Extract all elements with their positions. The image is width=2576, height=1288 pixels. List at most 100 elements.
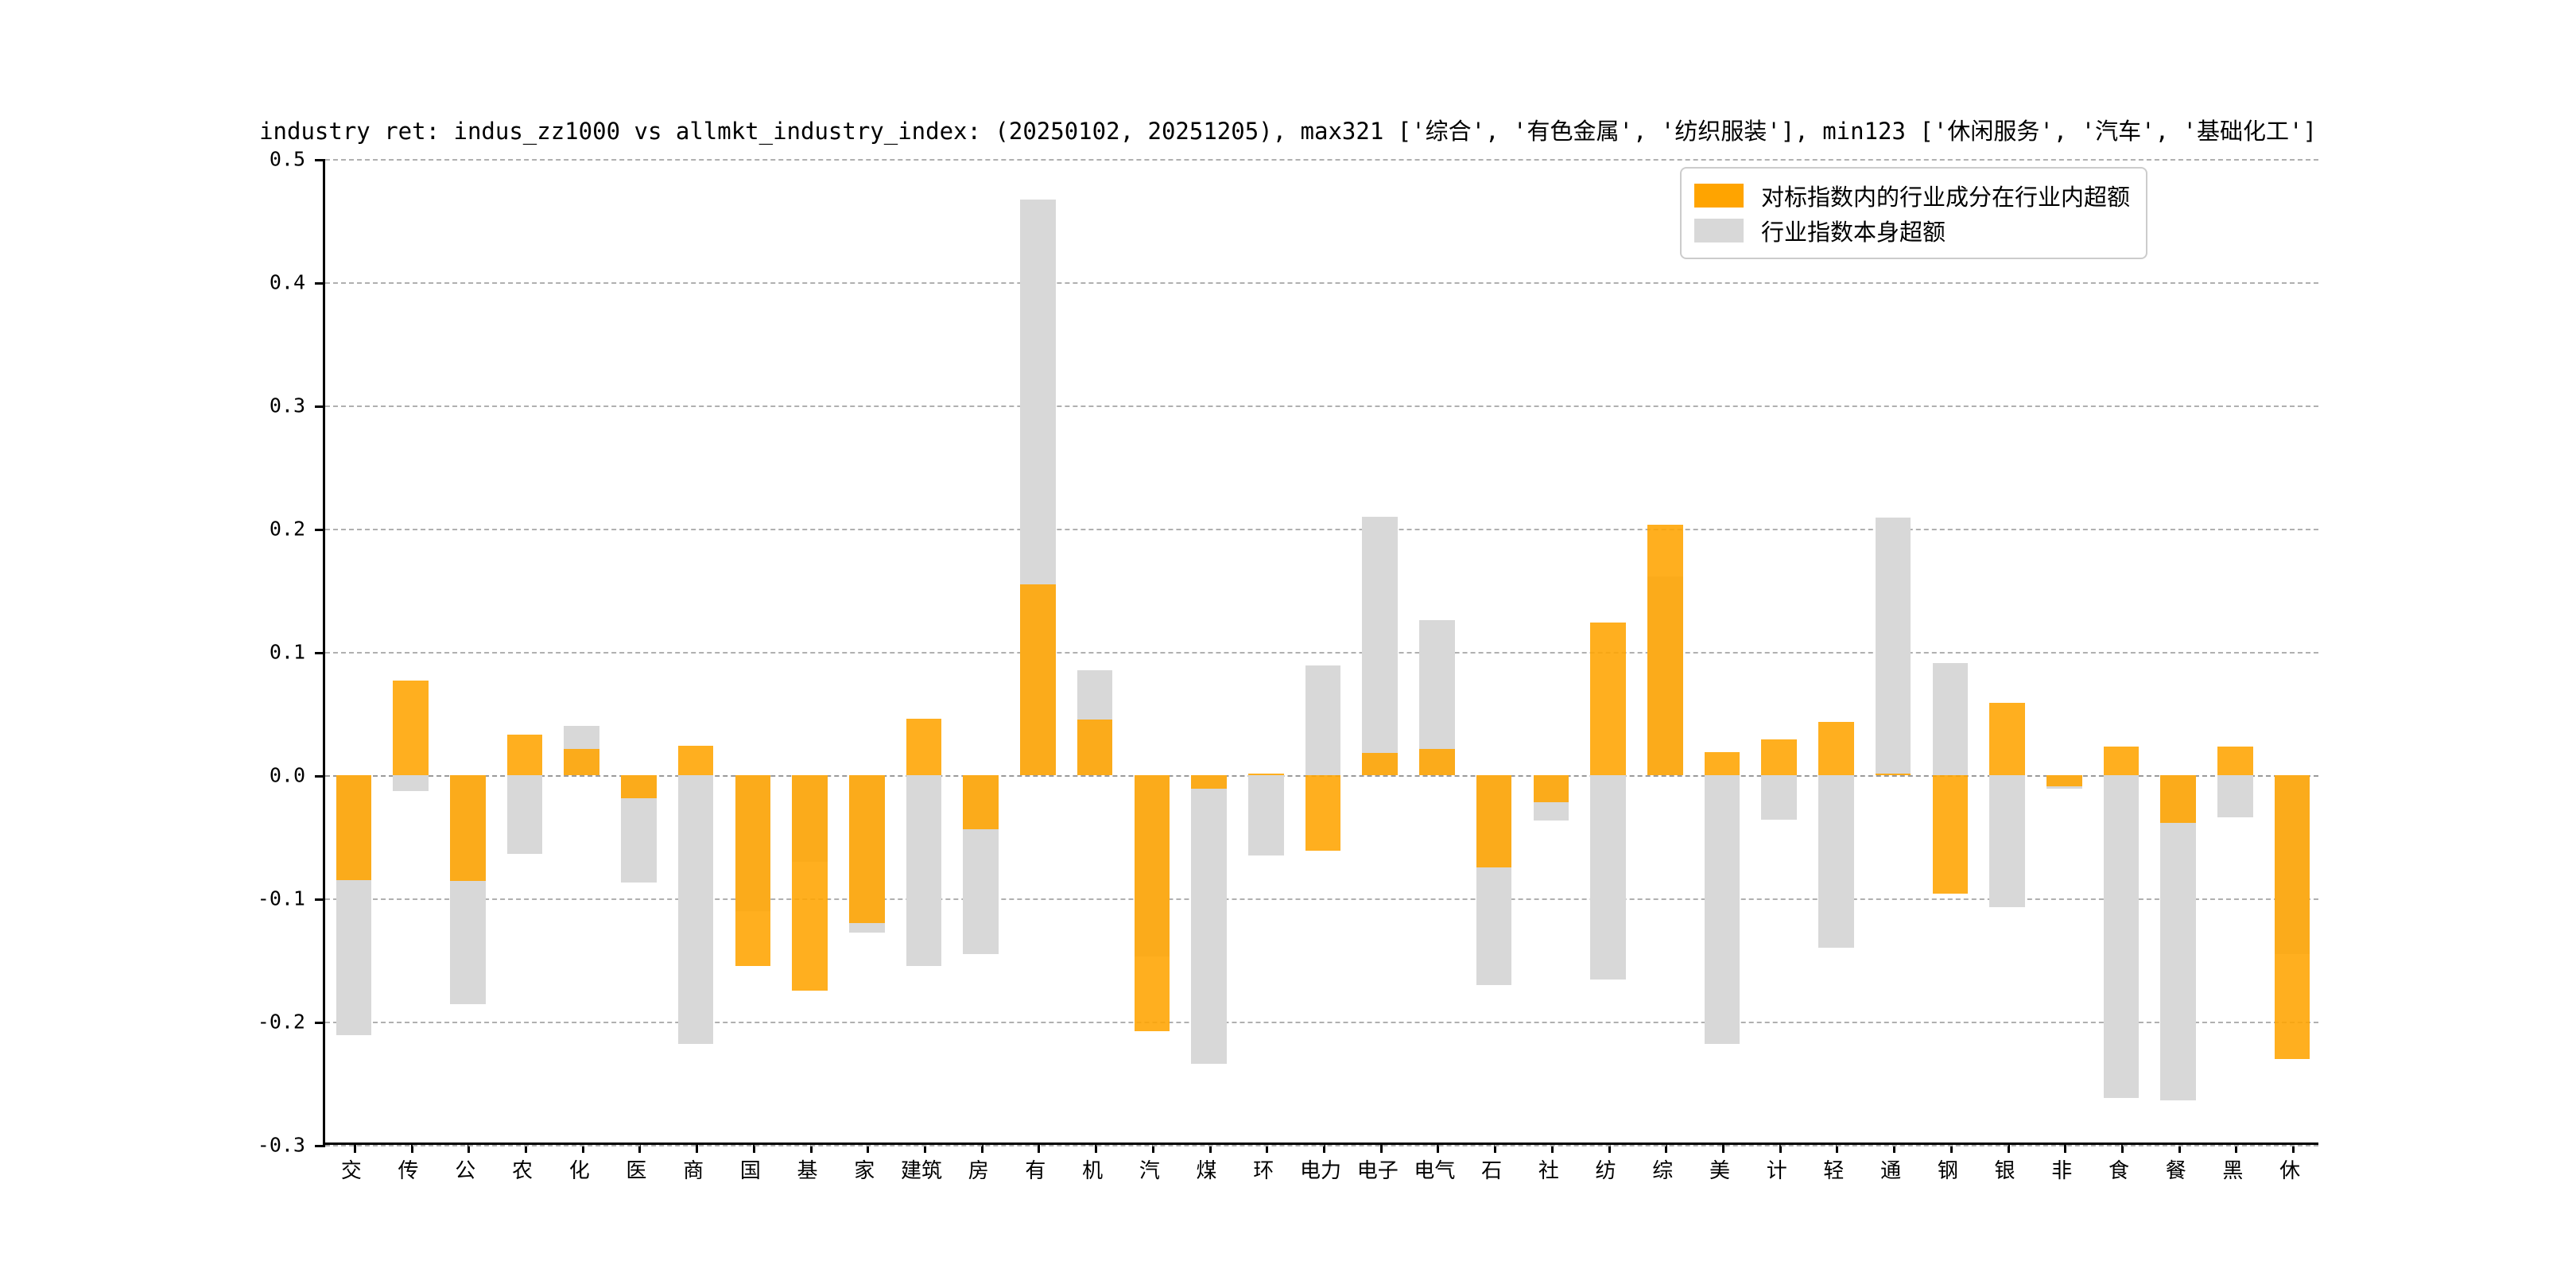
x-tick-mark — [752, 1143, 755, 1153]
bar-orange-电子 — [1362, 753, 1398, 775]
y-tick-label: 0.2 — [269, 517, 305, 541]
bar-orange-石 — [1476, 775, 1512, 868]
x-tick-label-通: 通 — [1880, 1159, 1902, 1183]
bar-orange-计 — [1761, 739, 1797, 775]
x-tick-mark — [2007, 1143, 2010, 1153]
bar-orange-建筑 — [906, 718, 942, 775]
legend-label-orange: 对标指数内的行业成分在行业内超额 — [1761, 184, 2131, 211]
x-tick-mark — [1893, 1143, 1896, 1153]
bar-orange-公 — [450, 775, 486, 882]
bar-orange-社 — [1533, 775, 1569, 803]
bar-gray-电气 — [1419, 619, 1455, 775]
x-tick-mark — [1437, 1143, 1440, 1153]
x-tick-label-银: 银 — [1994, 1159, 2015, 1183]
bar-gray-纺 — [1590, 775, 1626, 980]
x-tick-mark — [1550, 1143, 1554, 1153]
x-tick-mark — [638, 1143, 642, 1153]
x-tick-label-环: 环 — [1253, 1159, 1274, 1183]
y-tick-label: -0.3 — [257, 1133, 305, 1157]
x-tick-mark — [1208, 1143, 1212, 1153]
x-tick-mark — [1665, 1143, 1668, 1153]
x-tick-label-社: 社 — [1538, 1159, 1559, 1183]
x-tick-mark — [980, 1143, 983, 1153]
y-tick-mark — [315, 529, 325, 531]
bar-gray-电子 — [1362, 516, 1398, 775]
chart-title: industry ret: indus_zz1000 vs allmkt_ind… — [259, 118, 2317, 145]
x-tick-mark — [1949, 1143, 1953, 1153]
y-gridline — [325, 652, 2318, 654]
y-tick-mark — [315, 1145, 325, 1147]
x-tick-mark — [1494, 1143, 1497, 1153]
x-tick-label-黑: 黑 — [2222, 1159, 2244, 1183]
bar-orange-电气 — [1419, 749, 1455, 775]
bar-orange-商 — [677, 745, 714, 775]
bar-gray-传 — [393, 775, 429, 792]
x-tick-mark — [1379, 1143, 1383, 1153]
x-tick-mark — [353, 1143, 356, 1153]
y-tick-mark — [315, 159, 325, 161]
bar-orange-房 — [963, 775, 999, 830]
y-tick-label: 0.4 — [269, 270, 305, 294]
x-tick-label-农: 农 — [511, 1159, 533, 1183]
plot-inner — [315, 159, 2318, 1153]
bar-orange-基 — [792, 775, 828, 991]
x-tick-mark — [1038, 1143, 1041, 1153]
x-tick-mark — [1151, 1143, 1154, 1153]
y-tick-label: 0.5 — [269, 147, 305, 171]
bar-orange-化 — [564, 749, 599, 775]
y-tick-mark — [315, 775, 325, 778]
bar-orange-美 — [1704, 751, 1740, 775]
x-tick-label-公: 公 — [455, 1159, 476, 1183]
bar-orange-通 — [1875, 774, 1911, 775]
x-tick-mark — [525, 1143, 527, 1153]
bar-gray-钢 — [1932, 662, 1969, 775]
y-gridline — [325, 898, 2318, 900]
x-tick-mark — [867, 1143, 870, 1153]
y-tick-label: 0.0 — [269, 763, 305, 787]
x-tick-mark — [2235, 1143, 2238, 1153]
x-tick-label-纺: 纺 — [1595, 1159, 1616, 1183]
x-tick-label-房: 房 — [968, 1159, 989, 1183]
bar-orange-非 — [2046, 775, 2082, 786]
x-tick-mark — [2064, 1143, 2067, 1153]
x-tick-label-化: 化 — [568, 1159, 590, 1183]
x-tick-mark — [1722, 1143, 1724, 1153]
x-tick-mark — [2121, 1143, 2124, 1153]
bar-gray-通 — [1875, 518, 1911, 775]
x-tick-label-传: 传 — [398, 1159, 419, 1183]
chart-legend: 对标指数内的行业成分在行业内超额 行业指数本身超额 — [1680, 167, 2148, 259]
bar-gray-餐 — [2160, 775, 2196, 1101]
x-tick-label-医: 医 — [626, 1159, 647, 1183]
x-tick-label-休: 休 — [2279, 1159, 2301, 1183]
x-tick-mark — [467, 1143, 471, 1153]
x-tick-mark — [696, 1143, 699, 1153]
y-tick-label: -0.1 — [257, 886, 305, 910]
bar-gray-建筑 — [906, 775, 942, 967]
y-gridline — [325, 405, 2318, 407]
bar-gray-煤 — [1191, 775, 1227, 1064]
x-tick-label-国: 国 — [739, 1159, 761, 1183]
x-tick-label-综: 综 — [1652, 1159, 1674, 1183]
bar-orange-轻 — [1818, 722, 1854, 775]
bar-orange-环 — [1248, 774, 1284, 775]
x-tick-label-轻: 轻 — [1823, 1159, 1845, 1183]
x-tick-mark — [1779, 1143, 1782, 1153]
y-tick-mark — [315, 282, 325, 285]
x-tick-mark — [1608, 1143, 1611, 1153]
x-tick-mark — [1836, 1143, 1839, 1153]
x-tick-label-计: 计 — [1766, 1159, 1787, 1183]
legend-item-orange: 对标指数内的行业成分在行业内超额 — [1694, 178, 2130, 213]
legend-swatch-gray-icon — [1694, 219, 1744, 242]
y-gridline — [325, 1022, 2318, 1023]
x-tick-mark — [1266, 1143, 1269, 1153]
y-gridline — [325, 159, 2318, 161]
bar-orange-交 — [336, 775, 372, 880]
bar-orange-餐 — [2160, 775, 2196, 824]
bar-gray-食 — [2103, 775, 2140, 1099]
y-tick-mark — [315, 405, 325, 408]
y-tick-mark — [315, 652, 325, 654]
bar-orange-国 — [735, 775, 771, 967]
x-tick-mark — [2292, 1143, 2295, 1153]
y-tick-label: 0.3 — [269, 394, 305, 417]
